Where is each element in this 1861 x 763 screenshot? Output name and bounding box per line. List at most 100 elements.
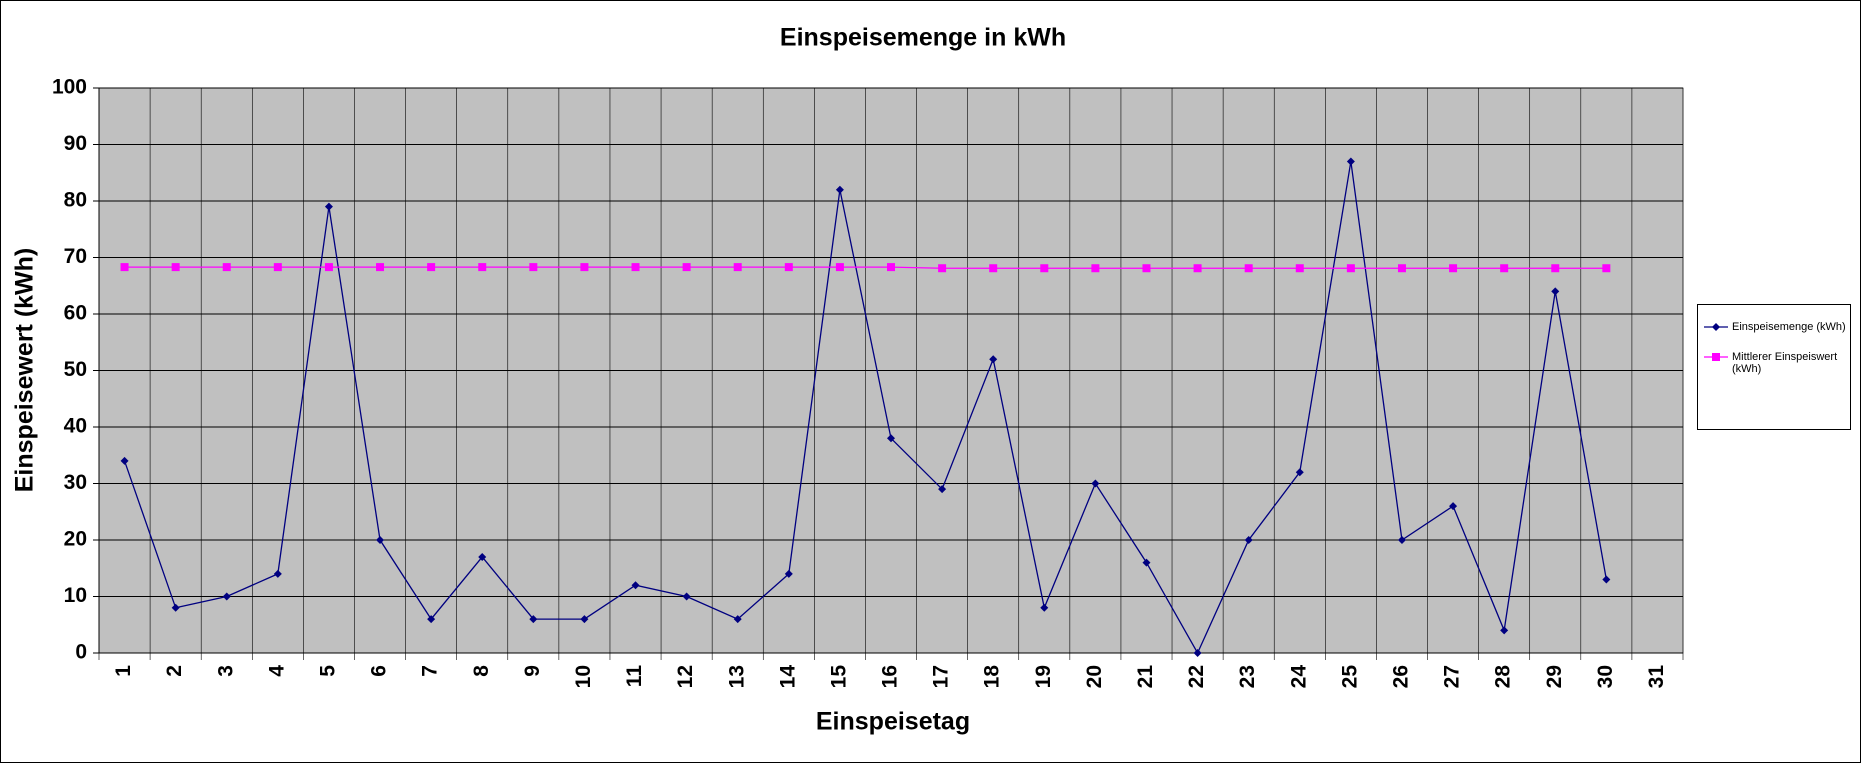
x-tick-label: 9 [521, 665, 544, 677]
data-point [989, 355, 998, 364]
data-point [1091, 264, 1100, 273]
y-tick-label: 0 [75, 641, 87, 664]
data-point [529, 615, 538, 624]
x-tick-label: 26 [1390, 665, 1413, 688]
data-point [1040, 264, 1049, 273]
x-tick-label: 8 [470, 665, 493, 677]
x-tick-label: 3 [214, 665, 237, 677]
data-point [835, 263, 844, 272]
x-tick-label: 12 [674, 665, 697, 688]
data-point [478, 552, 487, 561]
data-point [120, 263, 129, 272]
x-tick-label: 22 [1185, 665, 1208, 688]
data-point [887, 434, 895, 443]
data-point [1397, 536, 1406, 544]
data-point [1500, 264, 1509, 273]
data-point [1602, 264, 1611, 273]
legend-swatch [1704, 323, 1728, 331]
x-tick-label: 30 [1594, 665, 1617, 688]
y-tick-label: 50 [64, 358, 87, 381]
data-point [1295, 468, 1304, 477]
x-tick-label: 18 [981, 665, 1004, 689]
x-tick-label: 6 [368, 665, 391, 677]
data-point [1040, 603, 1049, 612]
data-point [733, 615, 742, 624]
data-point [171, 263, 180, 272]
x-tick-label: 15 [827, 665, 850, 689]
data-point [1500, 626, 1509, 635]
data-point [733, 263, 742, 272]
data-point [835, 185, 844, 194]
data-point [120, 456, 129, 465]
data-point [1346, 264, 1355, 273]
legend-label: Mittlerer Einspeiswert (kWh) [1732, 351, 1838, 375]
data-point [938, 485, 947, 494]
y-tick-label: 70 [64, 245, 87, 268]
data-point [273, 263, 282, 272]
data-point [1142, 264, 1151, 273]
x-tick-label: 25 [1338, 665, 1361, 689]
data-point [222, 592, 231, 601]
data-point [529, 263, 538, 272]
x-tick-label: 4 [265, 665, 288, 677]
x-tick-label: 10 [572, 665, 595, 688]
data-point [1551, 264, 1560, 273]
legend-entry: Mittlerer Einspeiswert (kWh) [1702, 351, 1846, 375]
data-point [222, 263, 231, 272]
data-point [631, 263, 640, 272]
series-line [124, 266, 1607, 269]
y-tick-label: 20 [64, 528, 87, 551]
data-point [427, 615, 436, 624]
x-tick-label: 23 [1236, 665, 1259, 688]
data-point [580, 263, 589, 272]
data-point [324, 202, 333, 211]
data-point [1397, 264, 1406, 273]
y-tick-label: 100 [52, 76, 87, 99]
data-point [1142, 558, 1151, 567]
x-tick-label: 27 [1441, 665, 1464, 688]
data-point [171, 603, 180, 612]
y-tick-label: 40 [64, 415, 87, 438]
data-point [376, 263, 385, 272]
x-tick-label: 21 [1134, 665, 1157, 689]
x-tick-label: 31 [1645, 665, 1668, 689]
y-tick-label: 30 [64, 471, 87, 494]
data-point [376, 536, 385, 544]
x-tick-label: 19 [1032, 665, 1055, 688]
data-point [427, 263, 436, 272]
series-line [123, 161, 1607, 655]
x-tick-label: 16 [879, 665, 902, 688]
data-point [1091, 479, 1100, 488]
data-point [1449, 264, 1458, 273]
data-point [1244, 264, 1253, 273]
data-point [324, 263, 333, 272]
data-point [1295, 264, 1304, 273]
data-point [784, 569, 793, 578]
data-point [682, 592, 691, 601]
data-point [580, 615, 589, 624]
data-point [1244, 536, 1253, 544]
data-point [1551, 287, 1560, 296]
data-point [631, 581, 640, 590]
data-point [1193, 649, 1202, 657]
x-tick-label: 7 [419, 665, 442, 677]
data-point [938, 264, 947, 273]
y-tick-label: 80 [64, 189, 87, 212]
x-tick-label: 1 [112, 665, 135, 677]
x-axis-label: Einspeisetag [816, 708, 970, 736]
data-point [1346, 157, 1355, 166]
x-tick-label: 24 [1287, 665, 1310, 689]
x-tick-label: 11 [623, 665, 646, 688]
y-tick-label: 90 [64, 132, 87, 155]
x-tick-label: 14 [776, 665, 799, 689]
x-tick-label: 5 [316, 665, 339, 677]
x-tick-label: 28 [1492, 665, 1515, 689]
x-tick-label: 2 [163, 665, 186, 677]
data-point [989, 264, 998, 273]
legend-marker [1712, 323, 1720, 331]
data-point [1449, 502, 1458, 511]
legend: Einspeisemenge (kWh) Mittlerer Einspeiswe… [1697, 304, 1851, 430]
legend-swatch [1704, 353, 1728, 361]
